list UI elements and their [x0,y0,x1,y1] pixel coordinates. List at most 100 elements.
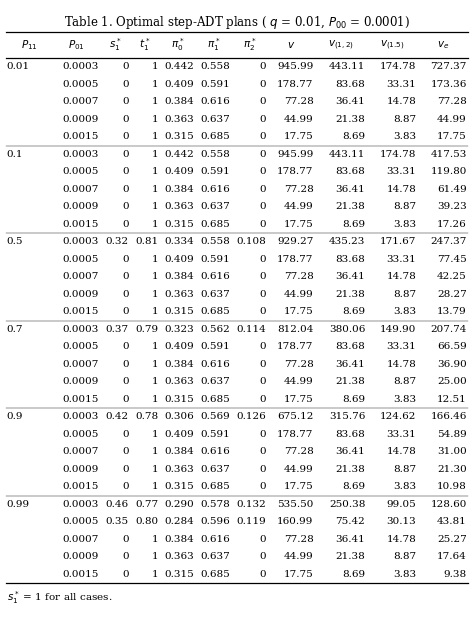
Text: 0.0005: 0.0005 [63,167,99,176]
Text: 36.41: 36.41 [336,535,365,544]
Text: 727.37: 727.37 [430,62,467,71]
Text: 0: 0 [260,132,266,141]
Text: 44.99: 44.99 [284,290,313,299]
Text: 17.75: 17.75 [284,307,313,317]
Text: 33.31: 33.31 [386,255,416,264]
Text: 3.83: 3.83 [393,307,416,317]
Text: 3.83: 3.83 [393,482,416,491]
Text: 44.99: 44.99 [284,465,313,474]
Text: 0.42: 0.42 [106,412,129,421]
Text: 77.28: 77.28 [284,447,313,457]
Text: 75.42: 75.42 [336,517,365,526]
Text: 14.78: 14.78 [386,272,416,281]
Text: 43.81: 43.81 [437,517,467,526]
Text: 1: 1 [152,80,159,89]
Text: 929.27: 929.27 [277,238,313,246]
Text: 44.99: 44.99 [284,552,313,561]
Text: 0: 0 [260,255,266,264]
Text: 0: 0 [260,220,266,229]
Text: 0.108: 0.108 [237,238,266,246]
Text: 14.78: 14.78 [386,360,416,369]
Text: 25.27: 25.27 [437,535,467,544]
Text: 0: 0 [122,395,129,404]
Text: 28.27: 28.27 [437,290,467,299]
Text: 21.38: 21.38 [336,465,365,474]
Text: 0.616: 0.616 [201,535,230,544]
Text: $s_1^*$ = 1 for all cases.: $s_1^*$ = 1 for all cases. [7,589,112,606]
Text: 1: 1 [152,202,159,211]
Text: 0.0015: 0.0015 [63,570,99,579]
Text: 0.616: 0.616 [201,447,230,457]
Text: 0: 0 [260,447,266,457]
Text: 0.306: 0.306 [165,412,195,421]
Text: 17.75: 17.75 [284,132,313,141]
Text: 0.442: 0.442 [165,62,195,71]
Text: 0.78: 0.78 [136,412,159,421]
Text: 9.38: 9.38 [444,570,467,579]
Text: 166.46: 166.46 [430,412,467,421]
Text: 174.78: 174.78 [380,150,416,159]
Text: 0: 0 [122,184,129,194]
Text: 173.36: 173.36 [430,80,467,89]
Text: 0.363: 0.363 [165,290,195,299]
Text: 8.87: 8.87 [393,290,416,299]
Text: 3.83: 3.83 [393,570,416,579]
Text: 0.0009: 0.0009 [63,465,99,474]
Text: 0.0007: 0.0007 [63,535,99,544]
Text: 0.384: 0.384 [165,97,195,106]
Text: 1: 1 [152,342,159,351]
Text: 0.0007: 0.0007 [63,272,99,281]
Text: 83.68: 83.68 [336,167,365,176]
Text: 17.75: 17.75 [284,570,313,579]
Text: 0.562: 0.562 [201,325,230,334]
Text: $\pi_1^*$: $\pi_1^*$ [207,36,221,54]
Text: 0.591: 0.591 [201,80,230,89]
Text: 0.591: 0.591 [201,430,230,439]
Text: 0.0005: 0.0005 [63,517,99,526]
Text: 77.45: 77.45 [437,255,467,264]
Text: 0.126: 0.126 [237,412,266,421]
Text: 0.315: 0.315 [165,570,195,579]
Text: 0.0009: 0.0009 [63,290,99,299]
Text: 149.90: 149.90 [380,325,416,334]
Text: 36.41: 36.41 [336,97,365,106]
Text: 13.79: 13.79 [437,307,467,317]
Text: 0: 0 [122,307,129,317]
Text: 14.78: 14.78 [386,447,416,457]
Text: 31.00: 31.00 [437,447,467,457]
Text: 1: 1 [152,307,159,317]
Text: 77.28: 77.28 [284,184,313,194]
Text: 21.38: 21.38 [336,290,365,299]
Text: 0.596: 0.596 [201,517,230,526]
Text: 0.591: 0.591 [201,342,230,351]
Text: 0.114: 0.114 [237,325,266,334]
Text: 0: 0 [122,360,129,369]
Text: 0.0005: 0.0005 [63,430,99,439]
Text: 0.0015: 0.0015 [63,132,99,141]
Text: 8.69: 8.69 [342,570,365,579]
Text: 17.75: 17.75 [284,395,313,404]
Text: 77.28: 77.28 [284,97,313,106]
Text: 0: 0 [260,535,266,544]
Text: 1: 1 [152,465,159,474]
Text: 178.77: 178.77 [277,342,313,351]
Text: 0: 0 [260,570,266,579]
Text: 0.81: 0.81 [136,238,159,246]
Text: 0.637: 0.637 [201,552,230,561]
Text: 0.35: 0.35 [106,517,129,526]
Text: 119.80: 119.80 [430,167,467,176]
Text: 1: 1 [152,430,159,439]
Text: 0: 0 [260,465,266,474]
Text: 0.79: 0.79 [136,325,159,334]
Text: 0: 0 [260,360,266,369]
Text: 8.69: 8.69 [342,307,365,317]
Text: 0: 0 [122,167,129,176]
Text: 0.409: 0.409 [165,255,195,264]
Text: 83.68: 83.68 [336,80,365,89]
Text: 44.99: 44.99 [284,202,313,211]
Text: $v$: $v$ [287,40,295,50]
Text: 0.637: 0.637 [201,290,230,299]
Text: 1: 1 [152,360,159,369]
Text: 380.06: 380.06 [329,325,365,334]
Text: 0.363: 0.363 [165,202,195,211]
